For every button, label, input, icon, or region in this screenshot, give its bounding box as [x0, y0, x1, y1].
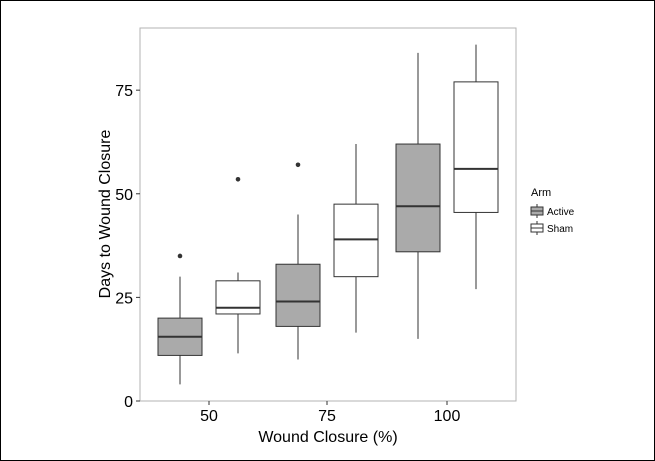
- box-iqr: [395, 143, 441, 253]
- box-sham-50: [215, 176, 261, 354]
- box-iqr: [275, 263, 321, 327]
- box-iqr: [333, 203, 379, 278]
- box-active-75: [275, 162, 321, 360]
- box-active-100: [395, 52, 441, 339]
- x-axis-label: Wound Closure (%): [258, 429, 397, 446]
- x-tick-label: 100: [434, 408, 461, 425]
- y-tick-label: 0: [124, 394, 133, 411]
- y-tick-label: 75: [115, 83, 133, 100]
- outlier-point: [177, 253, 183, 259]
- box-sham-75: [333, 144, 379, 333]
- outlier-point: [295, 162, 301, 168]
- outlier-point: [235, 176, 241, 182]
- x-tick-label: 50: [200, 408, 218, 425]
- legend-label-active: Active: [547, 207, 575, 218]
- legend-key-active: [530, 204, 544, 218]
- y-axis-label: Days to Wound Closure: [97, 130, 114, 299]
- legend-key-sham: [530, 221, 544, 235]
- legend: Arm Active Sham: [530, 187, 575, 235]
- legend-label-sham: Sham: [547, 224, 573, 235]
- axes: 0 25 50 75 50 75 100: [115, 83, 460, 425]
- plot-panel: [139, 27, 517, 402]
- box-iqr: [453, 81, 499, 213]
- box-layer: [157, 44, 499, 385]
- x-tick-label: 75: [318, 408, 336, 425]
- y-tick-label: 25: [115, 290, 133, 307]
- legend-title: Arm: [531, 187, 551, 199]
- box-active-50: [157, 253, 203, 385]
- y-tick-label: 50: [115, 187, 133, 204]
- box-iqr: [215, 280, 261, 315]
- box-sham-100: [453, 44, 499, 290]
